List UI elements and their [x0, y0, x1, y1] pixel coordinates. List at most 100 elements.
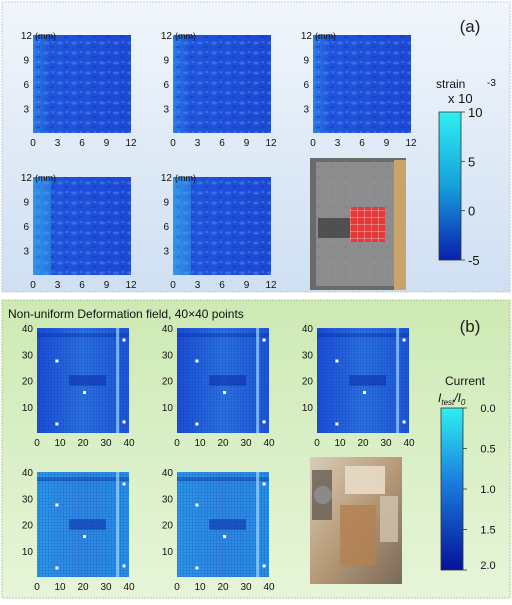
x-tick-label: 3	[195, 138, 201, 149]
x-tick-label: 0	[314, 438, 320, 449]
x-tick-label: 0	[310, 138, 316, 149]
setup-photo-b	[310, 457, 402, 584]
strain-colorbar-exponent: -3	[487, 78, 496, 89]
x-tick-label: 12	[125, 280, 137, 291]
y-tick-label: 10	[162, 403, 174, 414]
x-tick-label: 0	[170, 280, 176, 291]
x-tick-label: 6	[79, 138, 85, 149]
strain-colorbar-tick: 5	[468, 154, 475, 169]
y-tick-label: 30	[22, 494, 34, 505]
x-tick-label: 40	[123, 582, 135, 593]
y-tick-label: 40	[162, 324, 174, 335]
strain-colorbar-title: strain	[436, 77, 465, 91]
strain-colorbar-tick: -5	[468, 253, 480, 268]
x-tick-label: 10	[334, 438, 346, 449]
y-tick-label: 20	[162, 377, 174, 388]
x-tick-label: 12	[265, 138, 277, 149]
x-tick-label: 10	[194, 438, 206, 449]
y-tick-label: 10	[162, 547, 174, 558]
x-tick-label: 40	[123, 438, 135, 449]
y-tick-label: 40	[22, 468, 34, 479]
y-tick-label: 9	[23, 56, 29, 67]
x-tick-label: 10	[54, 582, 66, 593]
y-tick-label: 12	[161, 31, 173, 42]
panel-b-label: (b)	[460, 317, 481, 336]
y-tick-label: 9	[303, 56, 309, 67]
x-tick-label: 6	[359, 138, 365, 149]
current-map-5: 10 20 30 40 0 10 20 30 40	[162, 468, 275, 593]
unit-label: (mm)	[35, 173, 56, 183]
x-tick-label: 6	[219, 280, 225, 291]
y-tick-label: 40	[22, 324, 34, 335]
y-tick-label: 3	[163, 105, 169, 116]
x-tick-label: 0	[174, 438, 180, 449]
current-colorbar-formula: Itest/I0	[438, 391, 466, 407]
y-tick-label: 12	[161, 173, 173, 184]
current-map-3: 10 20 30 40 0 10 20 30 40	[302, 324, 415, 449]
x-tick-label: 3	[195, 280, 201, 291]
y-tick-label: 6	[163, 80, 169, 91]
x-tick-label: 0	[34, 438, 40, 449]
y-tick-label: 6	[163, 222, 169, 233]
current-colorbar-tick: 0.0	[480, 403, 495, 415]
y-tick-label: 40	[302, 324, 314, 335]
x-tick-label: 6	[219, 138, 225, 149]
y-tick-label: 3	[303, 105, 309, 116]
x-tick-label: 30	[380, 438, 392, 449]
x-tick-label: 0	[170, 138, 176, 149]
x-tick-label: 0	[34, 582, 40, 593]
x-tick-label: 0	[174, 582, 180, 593]
specimen-photo-a	[310, 158, 406, 290]
x-tick-label: 12	[405, 138, 417, 149]
x-tick-label: 20	[77, 582, 89, 593]
x-tick-label: 20	[217, 438, 229, 449]
y-tick-label: 20	[302, 377, 314, 388]
panel-b-title: Non-uniform Deformation field, 40×40 poi…	[8, 307, 244, 321]
x-tick-label: 9	[104, 138, 110, 149]
strain-colorbar-tick: 10	[468, 105, 482, 120]
red-electrode-grid	[350, 207, 385, 242]
current-colorbar-tick: 0.5	[480, 444, 495, 456]
x-tick-label: 20	[217, 582, 229, 593]
current-map-1: 10 20 30 40 0 10 20 30 40	[22, 324, 135, 449]
y-tick-label: 30	[22, 350, 34, 361]
unit-label: (mm)	[35, 31, 56, 41]
y-tick-label: 30	[302, 350, 314, 361]
y-tick-label: 30	[162, 350, 174, 361]
x-tick-label: 3	[55, 138, 61, 149]
x-tick-label: 30	[100, 582, 112, 593]
x-tick-label: 20	[357, 438, 369, 449]
x-tick-label: 3	[335, 138, 341, 149]
x-tick-label: 9	[104, 280, 110, 291]
panel-a-label: (a)	[460, 17, 481, 36]
x-tick-label: 10	[194, 582, 206, 593]
x-tick-label: 40	[403, 438, 415, 449]
x-tick-label: 9	[244, 280, 250, 291]
y-tick-label: 9	[23, 198, 29, 209]
y-tick-label: 10	[302, 403, 314, 414]
strain-colorbar-multiplier: x 10	[448, 91, 473, 106]
x-tick-label: 40	[263, 582, 275, 593]
x-tick-label: 20	[77, 438, 89, 449]
current-colorbar-tick: 1.5	[480, 525, 495, 537]
y-tick-label: 12	[301, 31, 313, 42]
y-tick-label: 9	[163, 56, 169, 67]
x-tick-label: 30	[100, 438, 112, 449]
strain-colorbar-tick: 0	[468, 204, 475, 219]
current-map-4: 10 20 30 40 0 10 20 30 40	[22, 468, 135, 593]
y-tick-label: 3	[23, 105, 29, 116]
current-map-2: 10 20 30 40 0 10 20 30 40	[162, 324, 275, 449]
x-tick-label: 12	[125, 138, 137, 149]
x-tick-label: 10	[54, 438, 66, 449]
x-tick-label: 0	[30, 138, 36, 149]
x-tick-label: 30	[240, 582, 252, 593]
x-tick-label: 9	[384, 138, 390, 149]
current-colorbar-tick: 1.0	[480, 484, 495, 496]
current-maps: 10 20 30 40 0 10 20 30 40 10 20 30 40 0 10 20 30 40 10 20 30…	[22, 324, 415, 593]
y-tick-label: 3	[163, 247, 169, 258]
